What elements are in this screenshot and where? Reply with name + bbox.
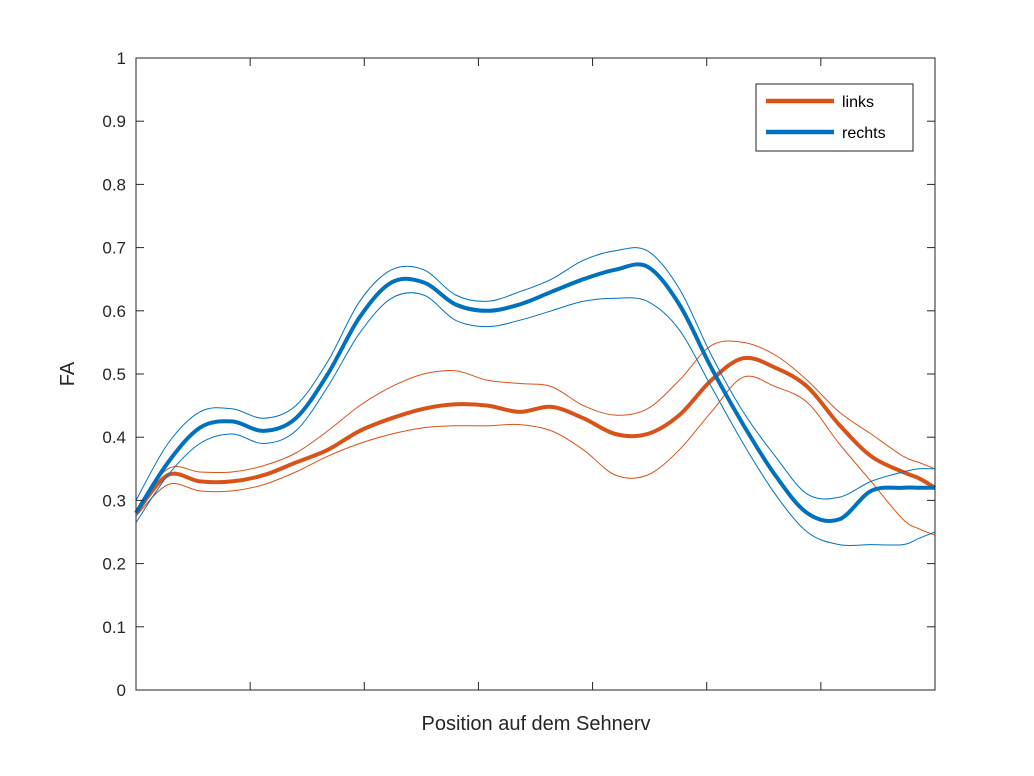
y-tick-label: 0.7: [102, 239, 126, 258]
y-tick-label: 0.6: [102, 302, 126, 321]
series-links-lower-bound: [135, 375, 936, 536]
series-rechts-lower-bound: [135, 292, 936, 547]
series-layer: [134, 247, 937, 547]
y-tick-label: 0.8: [102, 175, 126, 194]
legend-label-links: links: [842, 94, 874, 111]
y-axis-label: FA: [57, 361, 79, 386]
series-links-line: [134, 355, 937, 515]
y-tick-label: 0.3: [102, 491, 126, 510]
y-tick-label: 0.4: [102, 428, 126, 447]
y-tick-label: 0.2: [102, 555, 126, 574]
y-tick-label: 0.9: [102, 112, 126, 131]
series-rechts-line: [134, 262, 935, 523]
legend-label-rechts: rechts: [842, 125, 886, 142]
y-tick-label: 0.1: [102, 618, 126, 637]
x-axis-label: Position auf dem Sehnerv: [421, 713, 650, 735]
series-links-upper-bound: [135, 340, 936, 511]
y-tick-label: 0: [117, 681, 126, 700]
axes-layer: 0 0.1 0.2 0.3 0.4 0.5 0.6 0.7 0.8 0.9 1: [102, 49, 936, 700]
y-tick-label: 1: [117, 49, 126, 68]
legend: links rechts: [755, 83, 914, 152]
series-rechts-upper-bound: [135, 247, 936, 501]
y-tick-label: 0.5: [102, 365, 126, 384]
legend-box: [755, 83, 914, 152]
